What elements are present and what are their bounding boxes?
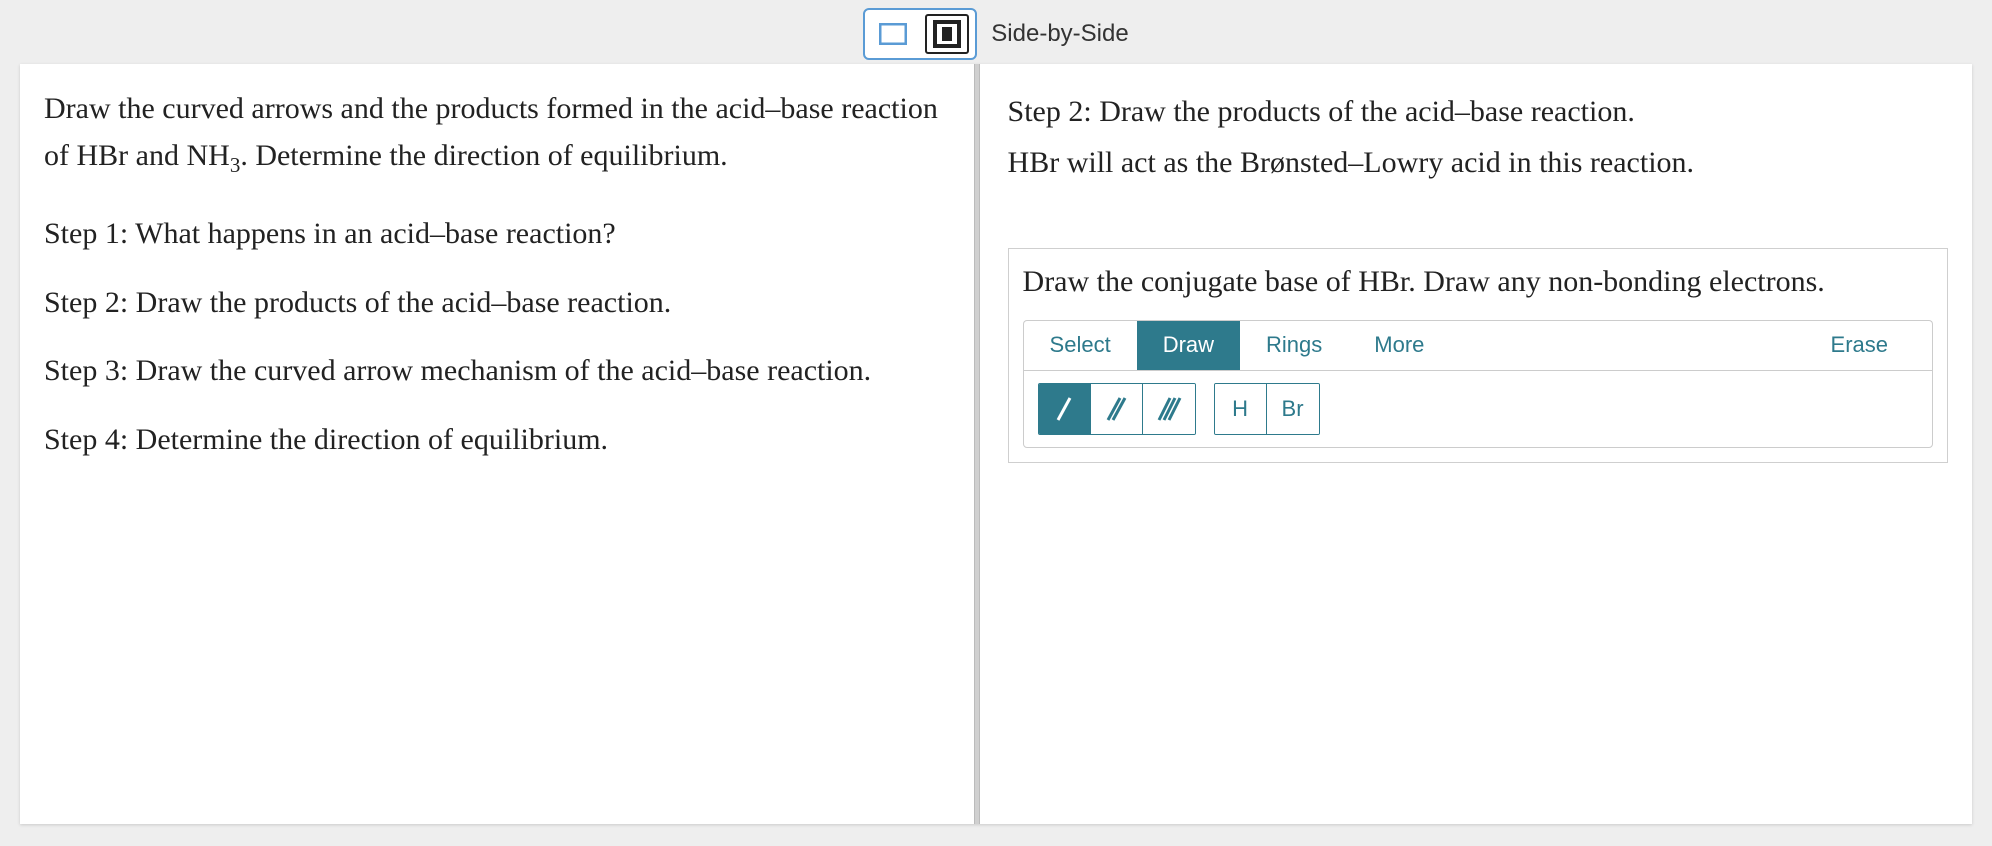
draw-toolbar: Select Draw Rings More Erase [1009,320,1947,462]
panel-left: Draw the curved arrows and the products … [20,64,974,824]
draw-tabs: Select Draw Rings More Erase [1023,320,1933,370]
right-intro: Step 2: Draw the products of the acid–ba… [1008,86,1948,188]
panel-right: Step 2: Draw the products of the acid–ba… [980,64,1972,824]
tab-draw[interactable]: Draw [1137,321,1240,370]
draw-tabs-left: Select Draw Rings More [1024,321,1451,370]
layout-toggle-group [863,8,977,60]
step-2: Step 2: Draw the products of the acid–ba… [44,280,946,327]
topbar: Side-by-Side [0,0,1992,64]
atom-h-button[interactable]: H [1215,384,1267,434]
step-1: Step 1: What happens in an acid–base rea… [44,211,946,258]
step-4: Step 4: Determine the direction of equil… [44,417,946,464]
right-heading: Step 2: Draw the products of the acid–ba… [1008,86,1948,137]
right-subtext: HBr will act as the Brønsted–Lowry acid … [1008,137,1948,188]
tab-erase[interactable]: Erase [1805,332,1914,358]
triple-bond-button[interactable] [1143,384,1195,434]
question-intro: Draw the curved arrows and the products … [44,86,946,181]
layout-single-button[interactable] [871,14,915,54]
double-bond-button[interactable] [1091,384,1143,434]
single-bond-button[interactable] [1039,384,1091,434]
layout-split-button[interactable] [925,14,969,54]
triple-bond-icon [1156,394,1182,424]
tab-rings[interactable]: Rings [1240,321,1348,370]
single-pane-icon [879,23,907,45]
atom-br-button[interactable]: Br [1267,384,1319,434]
bond-button-group [1038,383,1196,435]
tab-more[interactable]: More [1348,321,1450,370]
draw-widget: Draw the conjugate base of HBr. Draw any… [1008,248,1948,463]
panels: Draw the curved arrows and the products … [20,64,1972,824]
draw-tool-row: H Br [1023,370,1933,448]
step-3: Step 3: Draw the curved arrow mechanism … [44,348,946,395]
draw-instruction: Draw the conjugate base of HBr. Draw any… [1009,249,1947,320]
split-pane-icon [933,20,961,48]
topbar-label: Side-by-Side [991,20,1128,48]
tab-select[interactable]: Select [1024,321,1137,370]
single-bond-icon [1052,394,1076,424]
atom-button-group: H Br [1214,383,1320,435]
double-bond-icon [1104,394,1128,424]
